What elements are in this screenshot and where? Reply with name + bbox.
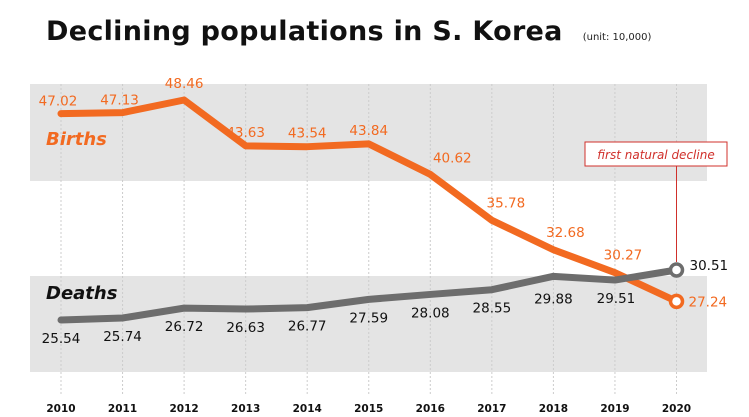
deaths-data-label: 29.51 <box>597 291 636 307</box>
births-data-label: 30.27 <box>604 248 643 264</box>
births-series-line <box>57 96 680 305</box>
births-data-label: 48.46 <box>165 76 204 92</box>
deaths-data-label: 28.55 <box>473 301 512 317</box>
x-tick-label: 2011 <box>108 403 137 415</box>
x-tick-label: 2012 <box>169 403 198 415</box>
births-end-marker <box>668 293 685 310</box>
x-tick-label: 2017 <box>477 403 506 415</box>
x-tick-label: 2016 <box>416 403 445 415</box>
x-tick-label: 2020 <box>662 403 691 415</box>
x-tick-label: 2014 <box>293 403 322 415</box>
deaths-data-label: 29.88 <box>534 291 573 307</box>
deaths-data-label: 26.72 <box>165 319 204 335</box>
births-data-label: 32.68 <box>546 225 585 241</box>
deaths-data-label: 26.63 <box>226 320 265 336</box>
annotation-box <box>584 141 728 167</box>
title-block: Declining populations in S. Korea (unit:… <box>46 16 651 47</box>
births-data-label: 40.62 <box>433 150 472 166</box>
births-data-label: 43.63 <box>226 125 265 141</box>
deaths-legend-label: Deaths <box>46 283 118 304</box>
x-tick-label: 2013 <box>231 403 260 415</box>
x-tick-label: 2019 <box>600 403 629 415</box>
x-tick-label: 2010 <box>46 403 75 415</box>
births-data-label: 43.84 <box>349 123 388 139</box>
x-tick-label: 2015 <box>354 403 383 415</box>
births-data-label: 35.78 <box>487 195 526 211</box>
deaths-series-line <box>57 266 680 324</box>
births-legend-label: Births <box>46 129 107 150</box>
deaths-data-label: 25.74 <box>103 329 142 345</box>
births-data-label: 47.02 <box>39 94 78 110</box>
chart-title: Declining populations in S. Korea <box>46 16 563 47</box>
x-tick-label: 2018 <box>539 403 568 415</box>
births-data-label: 43.54 <box>288 126 327 142</box>
deaths-data-label: 25.54 <box>42 331 81 347</box>
deaths-data-label: 28.08 <box>411 305 450 321</box>
births-data-label: 27.24 <box>689 294 728 310</box>
births-data-label: 47.13 <box>100 93 139 109</box>
deaths-data-label: 26.77 <box>288 319 327 335</box>
annotation-text: first natural decline <box>597 148 714 162</box>
deaths-data-label: 30.51 <box>690 258 729 274</box>
deaths-end-marker <box>668 262 685 278</box>
deaths-data-label: 27.59 <box>349 310 388 326</box>
unit-label: (unit: 10,000) <box>582 32 652 43</box>
